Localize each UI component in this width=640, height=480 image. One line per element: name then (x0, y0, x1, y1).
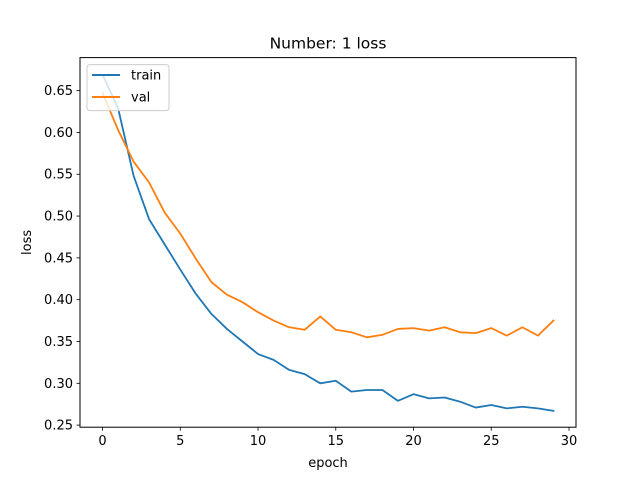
x-axis-label: epoch (308, 456, 348, 471)
y-axis-label: loss (20, 230, 35, 255)
x-tick-label: 10 (250, 434, 267, 449)
y-tick-label: 0.25 (44, 419, 73, 434)
chart-title: Number: 1 loss (270, 35, 387, 53)
plot-frame (79, 57, 577, 428)
x-tick-label: 15 (328, 434, 345, 449)
x-tick-label: 5 (176, 434, 184, 449)
plot-area: 0 5 10 15 20 25 30 0.25 0.30 0.35 0.40 0.45 0.50 0.55… (44, 73, 578, 449)
legend-box (86, 64, 170, 112)
series-line-train (101, 73, 555, 412)
y-tick-label: 0.50 (44, 210, 73, 225)
y-tick-label: 0.55 (44, 168, 73, 183)
x-tick-label: 20 (405, 434, 422, 449)
x-tick-label: 25 (483, 434, 500, 449)
y-tick-label: 0.40 (44, 293, 73, 308)
y-tick-label: 0.60 (44, 126, 73, 141)
y-tick-label: 0.65 (44, 84, 73, 99)
legend-val-label: val (131, 91, 150, 106)
y-tick-label: 0.35 (44, 335, 73, 350)
y-tick-label: 0.30 (44, 377, 73, 392)
series-line-val (101, 91, 555, 339)
y-tick-label: 0.45 (44, 251, 73, 266)
x-tick-label: 0 (98, 434, 106, 449)
x-tick-label: 30 (561, 434, 578, 449)
legend: train val (86, 64, 170, 112)
legend-train-label: train (131, 69, 161, 84)
